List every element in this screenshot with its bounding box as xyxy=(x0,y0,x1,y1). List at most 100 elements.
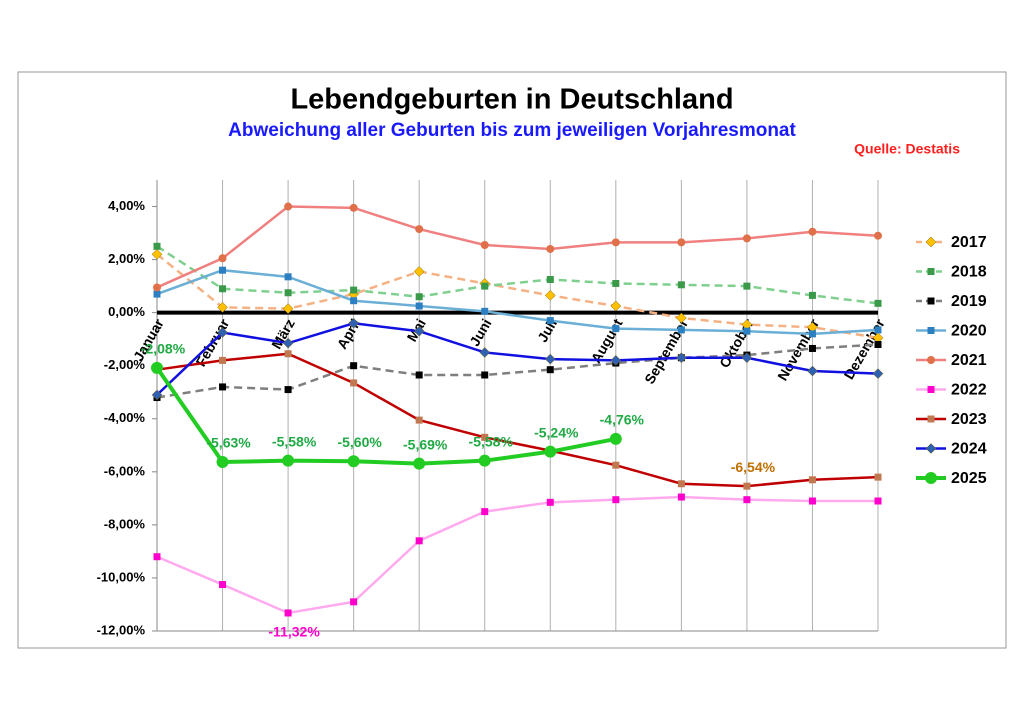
legend-marker xyxy=(927,268,935,275)
data-label: -5,60% xyxy=(337,434,382,450)
marker xyxy=(415,293,423,301)
marker xyxy=(415,371,423,379)
marker xyxy=(415,225,424,234)
series-line xyxy=(156,268,879,336)
source: Quelle: Destatis xyxy=(854,141,960,157)
chart-title: Lebendgeburten in Deutschland xyxy=(290,84,733,116)
marker xyxy=(481,371,489,379)
y-tick-label: 2,00% xyxy=(108,251,145,266)
marker xyxy=(348,317,359,329)
marker xyxy=(350,297,358,305)
legend-label: 2018 xyxy=(951,264,987,281)
data-label: -5,63% xyxy=(206,435,251,451)
legend-marker xyxy=(927,386,935,393)
marker xyxy=(741,352,753,364)
marker xyxy=(350,362,358,370)
marker xyxy=(546,244,555,253)
series-line xyxy=(156,205,879,289)
marker xyxy=(742,234,751,243)
y-tick-label: -6,00% xyxy=(104,463,146,478)
marker xyxy=(284,609,292,617)
marker xyxy=(217,301,228,313)
marker xyxy=(874,340,882,348)
marker xyxy=(350,598,358,606)
marker xyxy=(347,455,360,468)
marker xyxy=(219,581,227,589)
y-tick-label: 0,00% xyxy=(108,304,145,319)
legend-marker xyxy=(925,236,937,248)
data-label: -4,76% xyxy=(600,412,645,428)
legend-item: 2021 xyxy=(916,352,987,369)
chart-subtitle: Abweichung aller Geburten bis zum jeweil… xyxy=(228,120,796,141)
marker xyxy=(743,282,751,290)
marker xyxy=(611,238,620,247)
marker xyxy=(478,454,491,467)
marker xyxy=(676,352,687,364)
data-label: -6,54% xyxy=(731,459,776,475)
marker xyxy=(609,432,622,445)
marker xyxy=(153,283,161,292)
marker xyxy=(610,300,622,312)
legend-item: 2023 xyxy=(916,411,987,428)
marker xyxy=(544,445,557,458)
marker xyxy=(808,291,816,299)
marker xyxy=(546,498,554,506)
y-tick-label: -10,00% xyxy=(97,569,146,584)
data-label: -5,58% xyxy=(469,433,514,449)
marker xyxy=(219,285,227,293)
marker xyxy=(151,361,163,374)
legend-item: 2018 xyxy=(916,264,987,281)
marker xyxy=(284,202,293,211)
marker xyxy=(217,327,228,338)
legend-item: 2022 xyxy=(916,382,987,399)
marker xyxy=(413,266,425,277)
series-line xyxy=(156,245,879,305)
marker xyxy=(219,383,227,391)
marker xyxy=(282,454,295,467)
marker xyxy=(874,299,882,307)
marker xyxy=(743,496,751,504)
legend-marker xyxy=(927,327,935,334)
marker xyxy=(481,433,489,441)
marker xyxy=(612,279,620,287)
marker xyxy=(216,456,229,469)
marker xyxy=(282,337,294,349)
series-line xyxy=(155,366,617,466)
marker xyxy=(415,537,423,545)
marker xyxy=(413,325,425,337)
y-tick-label: -2,00% xyxy=(104,357,146,372)
marker xyxy=(808,227,817,236)
legend-label: 2017 xyxy=(951,234,987,251)
marker xyxy=(481,282,489,290)
data-label: -11,32% xyxy=(268,624,320,640)
data-label: -5,58% xyxy=(272,433,317,449)
marker xyxy=(677,493,685,501)
series-line xyxy=(156,253,879,340)
marker xyxy=(481,307,489,315)
y-tick-label: -8,00% xyxy=(104,516,146,531)
legend-marker xyxy=(927,297,935,305)
marker xyxy=(874,473,882,481)
marker xyxy=(151,389,163,401)
marker xyxy=(677,238,686,247)
marker xyxy=(612,325,620,333)
marker xyxy=(610,355,622,366)
marker xyxy=(153,242,161,250)
marker xyxy=(349,203,358,212)
marker xyxy=(743,327,751,335)
legend-label: 2020 xyxy=(951,323,987,340)
y-tick-label: 4,00% xyxy=(108,198,145,213)
marker xyxy=(808,330,816,338)
marker xyxy=(544,353,556,365)
legend-item: 2025 xyxy=(916,470,987,487)
marker xyxy=(480,240,489,249)
marker xyxy=(808,497,816,505)
marker xyxy=(874,231,882,240)
legend-item: 2024 xyxy=(916,441,987,458)
marker xyxy=(677,326,685,334)
data-label: -5,24% xyxy=(534,424,579,440)
series-line xyxy=(156,352,879,488)
y-tick-label: -12,00% xyxy=(97,622,146,637)
marker xyxy=(218,254,227,263)
legend-marker xyxy=(925,472,937,484)
